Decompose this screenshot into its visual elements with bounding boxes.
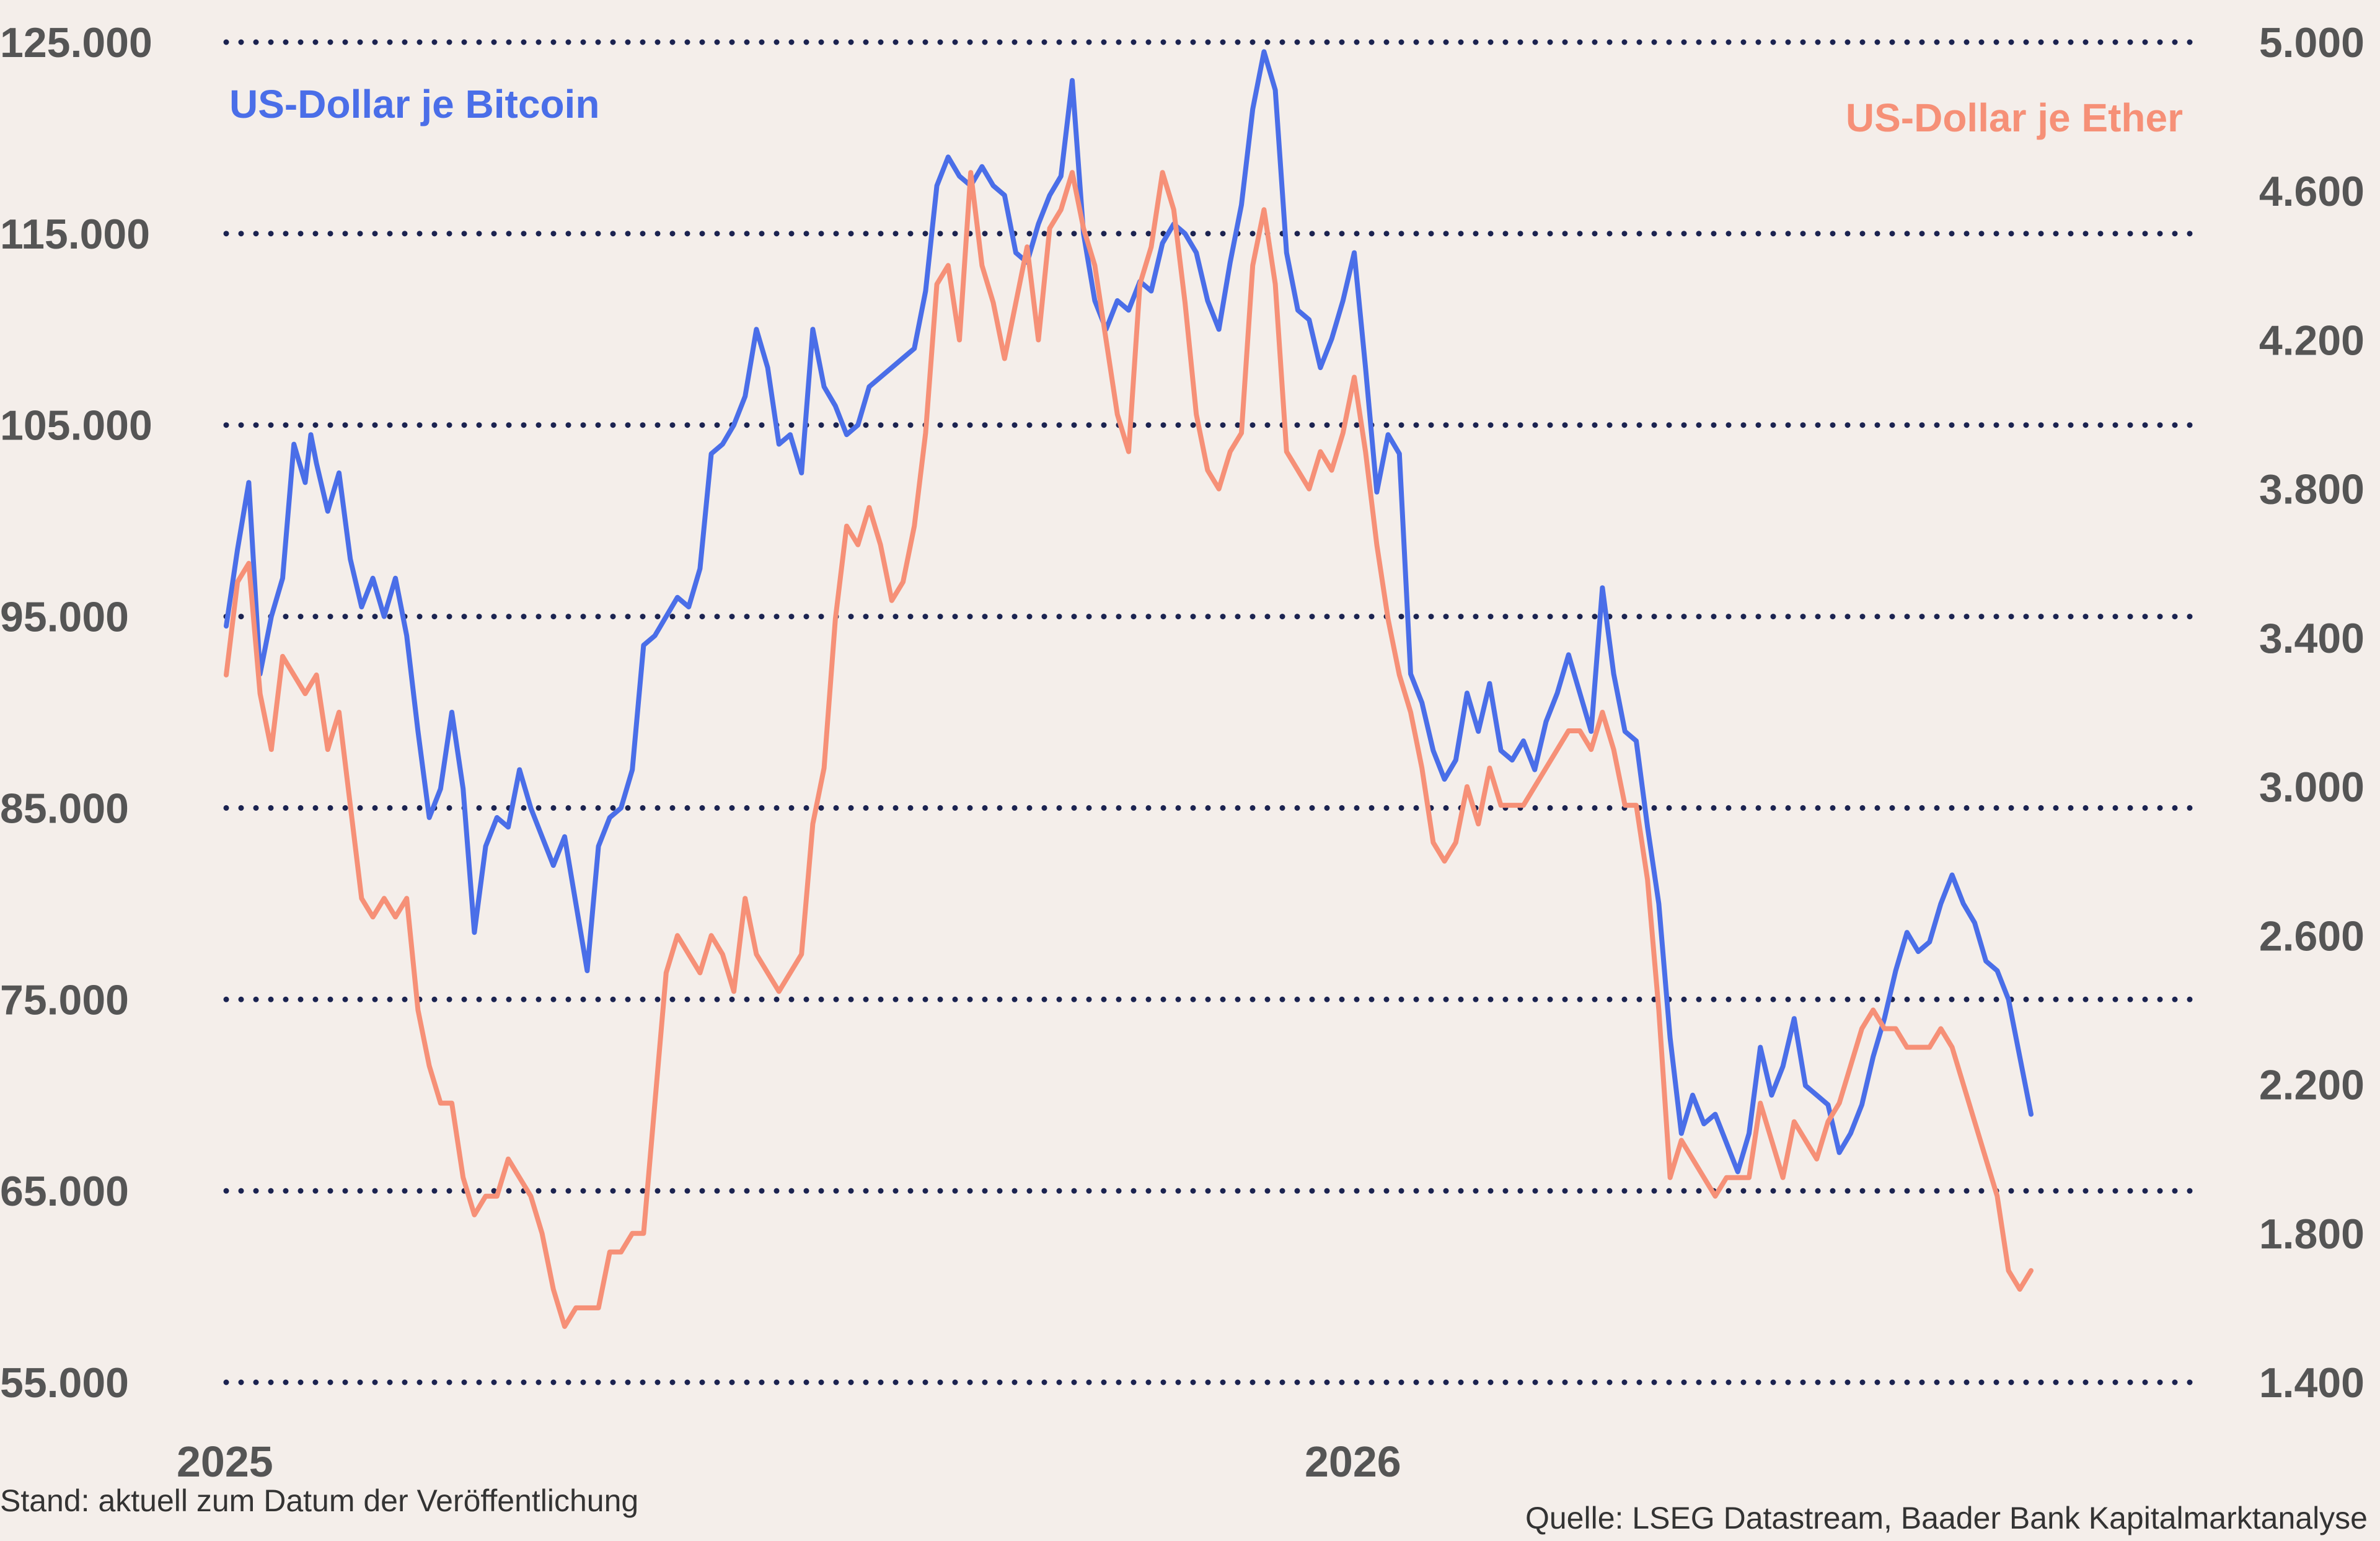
right-axis-ticks: 1.400 1.800 2.200 2.600 3.000 3.400 3.800 4.200… bbox=[2259, 19, 2365, 1406]
right-tick-label: 3.400 bbox=[2259, 615, 2365, 662]
legend-ether: US-Dollar je Ether bbox=[1846, 95, 2183, 140]
series-lines bbox=[224, 49, 2034, 1329]
source-note: Quelle: LSEG Datastream, Baader Bank Kap… bbox=[1525, 1501, 2368, 1535]
left-tick-label: 75.000 bbox=[0, 976, 129, 1023]
x-tick-label: 2026 bbox=[1305, 1437, 1401, 1486]
legend-bitcoin: US-Dollar je Bitcoin bbox=[229, 82, 599, 126]
left-tick-label: 95.000 bbox=[0, 594, 129, 641]
left-tick-label: 105.000 bbox=[0, 402, 152, 449]
series-labels: US-Dollar je Bitcoin US-Dollar je Ether bbox=[229, 82, 2183, 140]
right-tick-label: 3.000 bbox=[2259, 764, 2365, 811]
series-line-bitcoin bbox=[224, 49, 2034, 1175]
gridlines bbox=[223, 39, 2200, 1385]
left-tick-label: 85.000 bbox=[0, 785, 129, 832]
right-tick-label: 1.400 bbox=[2259, 1359, 2365, 1406]
series-line-ether bbox=[224, 170, 2034, 1329]
left-tick-label: 115.000 bbox=[0, 211, 150, 258]
x-tick-label: 2025 bbox=[177, 1437, 273, 1486]
right-tick-label: 2.200 bbox=[2259, 1062, 2365, 1109]
left-axis-ticks: 55.000 65.000 75.000 85.000 95.000 105.000 115… bbox=[0, 19, 152, 1406]
left-tick-label: 65.000 bbox=[0, 1168, 129, 1215]
right-tick-label: 1.800 bbox=[2259, 1211, 2365, 1258]
left-tick-label: 55.000 bbox=[0, 1359, 129, 1406]
right-tick-label: 4.200 bbox=[2259, 317, 2365, 364]
stand-note: Stand: aktuell zum Datum der Veröffentli… bbox=[0, 1483, 638, 1518]
left-tick-label: 125.000 bbox=[0, 19, 152, 66]
right-tick-label: 4.600 bbox=[2259, 168, 2365, 215]
right-tick-label: 3.800 bbox=[2259, 466, 2365, 513]
right-tick-label: 2.600 bbox=[2259, 912, 2365, 960]
x-axis-ticks: 2025 2026 bbox=[177, 1437, 1401, 1486]
right-tick-label: 5.000 bbox=[2259, 19, 2365, 66]
